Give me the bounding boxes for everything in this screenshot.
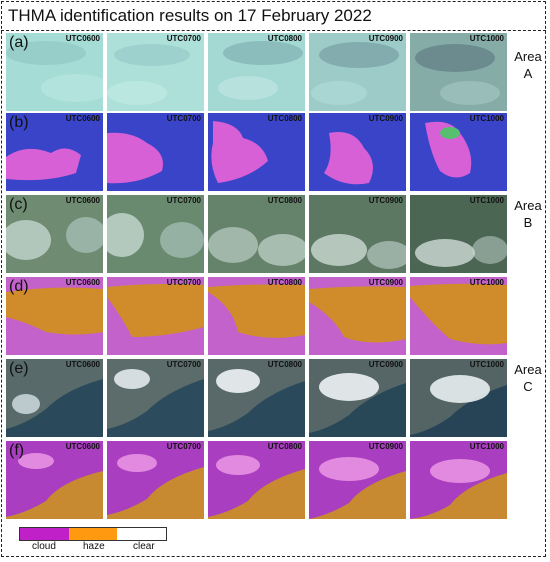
legend-clear-swatch [117, 528, 167, 540]
utc-label: UTC0900 [368, 278, 403, 287]
utc-label: UTC1000 [469, 442, 504, 451]
utc-label: UTC0900 [368, 34, 403, 43]
panel-c-utc1000: UTC1000 [410, 195, 507, 273]
panel-f-utc0800: UTC0800 [208, 441, 305, 519]
utc-label: UTC0600 [65, 196, 100, 205]
area-label-line2: A [523, 66, 533, 81]
utc-label: UTC1000 [469, 196, 504, 205]
row-label: (e) [9, 360, 29, 377]
panel-a-utc0600: (a) UTC0600 [6, 33, 103, 111]
utc-label: UTC0800 [267, 114, 302, 123]
row-e: (e) UTC0600 UTC0700 UTC0800 UTC0900 UTC1… [6, 359, 507, 437]
row-f: (f) UTC0600 UTC0700 UTC0800 UTC0900 UTC1… [6, 441, 507, 519]
row-b: (b) UTC0600 UTC0700 UTC0800 UTC0900 UTC1… [6, 113, 507, 191]
panel-f-utc1000: UTC1000 [410, 441, 507, 519]
panel-f-utc0700: UTC0700 [107, 441, 204, 519]
row-c: (c) UTC0600 UTC0700 UTC0800 UTC0900 UTC1… [6, 195, 507, 273]
area-label-line1: Area [514, 198, 542, 213]
utc-label: UTC0600 [65, 360, 100, 369]
utc-label: UTC1000 [469, 360, 504, 369]
area-a-label: Area A [512, 48, 544, 82]
area-label-line2: C [523, 379, 533, 394]
utc-label: UTC0600 [65, 114, 100, 123]
utc-label: UTC0800 [267, 360, 302, 369]
legend-cloud-swatch [20, 528, 69, 540]
utc-label: UTC0900 [368, 114, 403, 123]
row-label: (c) [9, 196, 28, 213]
utc-label: UTC1000 [469, 278, 504, 287]
panel-d-utc0800: UTC0800 [208, 277, 305, 355]
panel-b-utc0800: UTC0800 [208, 113, 305, 191]
title-divider [1, 30, 546, 31]
panel-e-utc0900: UTC0900 [309, 359, 406, 437]
utc-label: UTC0900 [368, 442, 403, 451]
panel-b-utc1000: UTC1000 [410, 113, 507, 191]
utc-label: UTC0700 [166, 278, 201, 287]
row-label: (a) [9, 34, 29, 51]
panel-a-utc1000: UTC1000 [410, 33, 507, 111]
utc-label: UTC0700 [166, 34, 201, 43]
panel-f-utc0900: UTC0900 [309, 441, 406, 519]
area-label-line1: Area [514, 49, 542, 64]
utc-label: UTC0900 [368, 360, 403, 369]
utc-label: UTC0600 [65, 34, 100, 43]
panel-c-utc0600: (c) UTC0600 [6, 195, 103, 273]
legend-colorbar [19, 527, 167, 541]
utc-label: UTC0800 [267, 442, 302, 451]
utc-label: UTC0700 [166, 360, 201, 369]
panel-e-utc0600: (e) UTC0600 [6, 359, 103, 437]
legend-haze-label: haze [83, 541, 105, 552]
panel-d-utc1000: UTC1000 [410, 277, 507, 355]
panel-d-utc0600: (d) UTC0600 [6, 277, 103, 355]
panel-a-utc0900: UTC0900 [309, 33, 406, 111]
panel-d-utc0900: UTC0900 [309, 277, 406, 355]
utc-label: UTC0700 [166, 196, 201, 205]
row-label: (f) [9, 442, 25, 459]
figure-title: THMA identification results on 17 Februa… [8, 6, 372, 25]
panel-c-utc0800: UTC0800 [208, 195, 305, 273]
row-a: (a) UTC0600 UTC0700 UTC0800 UTC0900 UTC1… [6, 33, 507, 111]
utc-label: UTC0700 [166, 442, 201, 451]
area-c-label: Area C [512, 361, 544, 395]
utc-label: UTC0800 [267, 34, 302, 43]
panel-e-utc0800: UTC0800 [208, 359, 305, 437]
area-b-label: Area B [512, 197, 544, 231]
panel-c-utc0700: UTC0700 [107, 195, 204, 273]
panel-c-utc0900: UTC0900 [309, 195, 406, 273]
legend-haze-swatch [68, 528, 118, 540]
panel-e-utc0700: UTC0700 [107, 359, 204, 437]
area-label-line1: Area [514, 362, 542, 377]
utc-label: UTC1000 [469, 114, 504, 123]
utc-label: UTC0600 [65, 278, 100, 287]
legend-clear-label: clear [133, 541, 155, 552]
panel-b-utc0600: (b) UTC0600 [6, 113, 103, 191]
utc-label: UTC0900 [368, 196, 403, 205]
utc-label: UTC0800 [267, 278, 302, 287]
legend-cloud-label: cloud [32, 541, 56, 552]
row-label: (d) [9, 278, 29, 295]
legend-labels: cloud haze clear [19, 541, 169, 555]
area-label-line2: B [523, 215, 533, 230]
panel-e-utc1000: UTC1000 [410, 359, 507, 437]
panel-f-utc0600: (f) UTC0600 [6, 441, 103, 519]
panel-a-utc0800: UTC0800 [208, 33, 305, 111]
utc-label: UTC0700 [166, 114, 201, 123]
panel-a-utc0700: UTC0700 [107, 33, 204, 111]
panel-b-utc0900: UTC0900 [309, 113, 406, 191]
panel-b-utc0700: UTC0700 [107, 113, 204, 191]
panel-d-utc0700: UTC0700 [107, 277, 204, 355]
row-label: (b) [9, 114, 29, 131]
utc-label: UTC0600 [65, 442, 100, 451]
utc-label: UTC1000 [469, 34, 504, 43]
row-d: (d) UTC0600 UTC0700 UTC0800 UTC0900 UTC1… [6, 277, 507, 355]
utc-label: UTC0800 [267, 196, 302, 205]
